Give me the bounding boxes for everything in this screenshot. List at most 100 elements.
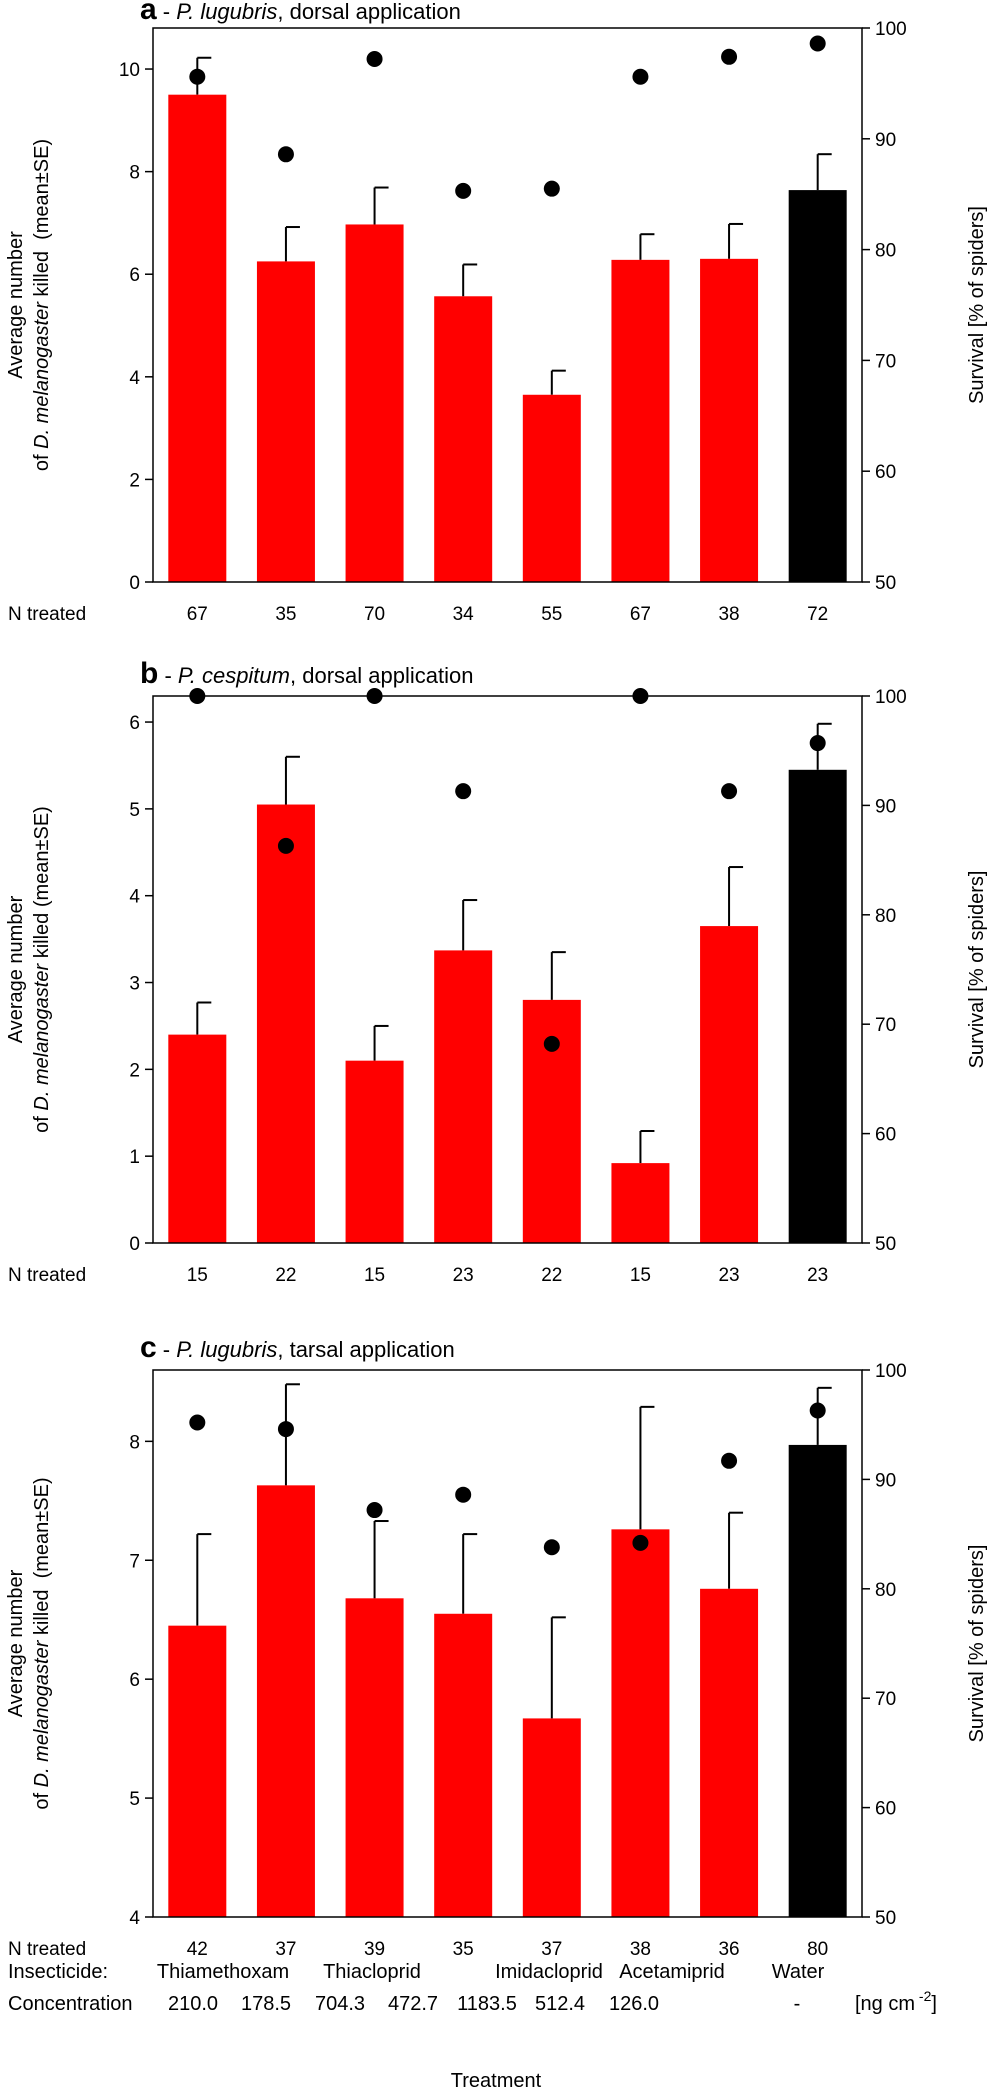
- ylabel-species: D. melanogaster: [31, 963, 53, 1111]
- ylabel-species: D. melanogaster: [31, 1639, 53, 1787]
- title-species: P. lugubris: [176, 1337, 277, 1362]
- n-treated-value: 67: [187, 604, 208, 625]
- bar: [345, 1060, 404, 1243]
- y-tick-label: 2: [129, 1060, 140, 1081]
- panel-letter: b: [140, 657, 158, 690]
- bar: [611, 1529, 670, 1917]
- n-treated-value: 15: [630, 1265, 651, 1286]
- n-treated-value: 80: [807, 1939, 828, 1960]
- survival-point: [809, 735, 826, 752]
- panel-title: b - P. cespitum, dorsal application: [140, 657, 473, 690]
- unit-exponent: -2: [915, 1988, 932, 2004]
- concentration-value: 704.3: [315, 1993, 365, 2015]
- concentration-value: 178.5: [241, 1993, 291, 2015]
- survival-point: [455, 783, 472, 800]
- bar: [788, 190, 847, 582]
- survival-point: [366, 1502, 383, 1519]
- y2-tick-label: 60: [875, 1799, 896, 1820]
- concentration-value: 210.0: [168, 1993, 218, 2015]
- plot-frame: [152, 1369, 863, 1918]
- survival-point: [809, 1402, 826, 1419]
- title-suffix: , tarsal application: [277, 1337, 454, 1362]
- insecticide-imidacloprid: Imidacloprid: [495, 1961, 603, 1983]
- survival-point: [455, 1486, 472, 1503]
- survival-point: [721, 1452, 738, 1469]
- survival-point: [632, 68, 649, 85]
- ylabel-post: killed (mean±SE): [31, 806, 53, 964]
- bar: [611, 1163, 670, 1243]
- y-tick-label: 7: [129, 1551, 140, 1572]
- concentration-label: Concentration: [8, 1993, 133, 2015]
- n-treated-value: 36: [718, 1939, 739, 1960]
- title-dash: -: [157, 1337, 177, 1362]
- y-tick-label: 0: [129, 1234, 140, 1255]
- panel-letter: a: [140, 0, 157, 26]
- y2-tick-label: 90: [875, 1470, 896, 1491]
- concentration-value: -: [794, 1993, 801, 2015]
- bar: [788, 1444, 847, 1917]
- y2-tick-label: 50: [875, 573, 896, 594]
- y2-tick-label: 60: [875, 462, 896, 483]
- y-tick-label: 3: [129, 974, 140, 995]
- n-treated-value: 35: [275, 604, 296, 625]
- n-treated-label: N treated: [8, 1939, 86, 1960]
- panel-c: 4 5 6 7 8 50 60 70 80 90 100 N treated 42 37 39 35 37 38 3…: [5, 1331, 988, 1960]
- y-tick-label: 4: [129, 1908, 140, 1929]
- y-tick-label: 8: [129, 1432, 140, 1453]
- y-tick-label: 6: [129, 1670, 140, 1691]
- bar: [434, 1613, 493, 1917]
- y2-tick-label: 100: [875, 687, 907, 708]
- n-treated-label: N treated: [8, 1265, 86, 1286]
- n-treated-value: 34: [453, 604, 475, 625]
- n-treated-value: 67: [630, 604, 651, 625]
- bar: [700, 926, 759, 1243]
- y-axis-label-line1: Average number: [5, 231, 27, 379]
- n-treated-value: 38: [718, 604, 739, 625]
- n-treated-value: 35: [453, 1939, 474, 1960]
- panel-title: c - P. lugubris, tarsal application: [140, 1331, 455, 1364]
- ylabel-pre: of: [31, 1787, 53, 1809]
- panel-a: 0 2 4 6 8 10 50 60 70 80 90 100 N treated 67 35 70 34 55 6…: [5, 0, 988, 625]
- concentration-value: 512.4: [535, 1993, 585, 2015]
- y-axis-label-line2: of D. melanogaster killed (mean±SE): [31, 1477, 53, 1809]
- survival-point: [543, 1035, 560, 1052]
- y2-tick-label: 80: [875, 906, 896, 927]
- y-tick-label: 5: [129, 1789, 140, 1810]
- n-treated-value: 38: [630, 1939, 651, 1960]
- y2-tick-label: 80: [875, 1580, 896, 1601]
- y2-tick-label: 70: [875, 1689, 896, 1710]
- unit-prefix: [ng cm: [855, 1993, 915, 2015]
- y-axis-label-line1: Average number: [5, 1569, 27, 1717]
- ylabel-pre: of: [31, 1111, 53, 1133]
- y-tick-label: 1: [129, 1147, 140, 1168]
- ylabel-species: D. melanogaster: [31, 301, 53, 449]
- n-treated-value: 22: [275, 1265, 296, 1286]
- title-suffix: , dorsal application: [290, 663, 473, 688]
- bar: [168, 1625, 227, 1917]
- y2-tick-label: 60: [875, 1125, 896, 1146]
- bar: [522, 394, 581, 582]
- survival-point: [277, 837, 294, 854]
- survival-point: [632, 1534, 649, 1551]
- n-treated-value: 70: [364, 604, 385, 625]
- unit-suffix: ]: [931, 1993, 937, 2015]
- n-treated-value: 23: [718, 1265, 739, 1286]
- bar: [700, 1588, 759, 1917]
- n-treated-value: 72: [807, 604, 828, 625]
- panel-letter: c: [140, 1331, 157, 1364]
- ylabel-post: killed (mean±SE): [31, 1477, 53, 1640]
- n-treated-value: 15: [364, 1265, 385, 1286]
- survival-point: [809, 35, 826, 52]
- bar: [256, 261, 315, 582]
- concentration-value: 126.0: [609, 1993, 659, 2015]
- y-tick-label: 6: [129, 265, 140, 286]
- y2-axis-label: Survival [% of spiders]: [966, 206, 988, 404]
- y2-tick-label: 100: [875, 19, 907, 40]
- y2-tick-label: 70: [875, 351, 896, 372]
- treatment-footer: Insecticide: Thiamethoxam Thiacloprid Im…: [8, 1961, 937, 2092]
- survival-point: [189, 1414, 206, 1431]
- y-tick-label: 4: [129, 887, 140, 908]
- n-treated-value: 22: [541, 1265, 562, 1286]
- y-tick-label: 10: [119, 60, 140, 81]
- x-axis-label: Treatment: [451, 2070, 542, 2092]
